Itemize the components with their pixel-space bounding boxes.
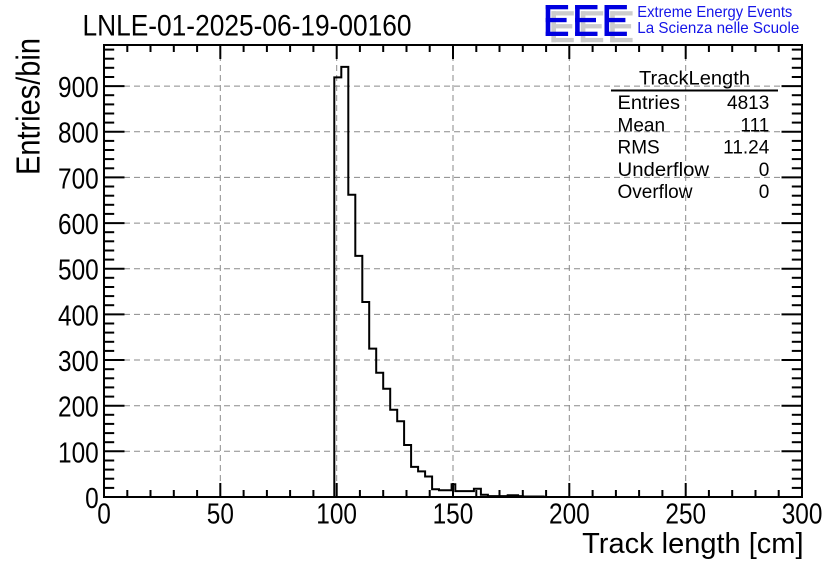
svg-text:0: 0 bbox=[759, 182, 770, 203]
svg-text:0: 0 bbox=[759, 160, 770, 181]
svg-text:50: 50 bbox=[207, 499, 234, 531]
svg-text:250: 250 bbox=[665, 499, 706, 531]
svg-text:TrackLength: TrackLength bbox=[639, 68, 750, 90]
svg-text:700: 700 bbox=[58, 163, 99, 195]
svg-text:0: 0 bbox=[97, 499, 111, 531]
svg-text:11.24: 11.24 bbox=[723, 138, 770, 159]
svg-text:Overflow: Overflow bbox=[618, 182, 693, 203]
svg-text:300: 300 bbox=[782, 499, 823, 531]
svg-text:400: 400 bbox=[58, 300, 99, 332]
svg-text:900: 900 bbox=[58, 72, 99, 104]
svg-text:100: 100 bbox=[316, 499, 357, 531]
svg-text:800: 800 bbox=[58, 118, 99, 150]
svg-text:600: 600 bbox=[58, 209, 99, 241]
svg-text:500: 500 bbox=[58, 255, 99, 287]
svg-text:200: 200 bbox=[58, 392, 99, 424]
svg-text:Track length [cm]: Track length [cm] bbox=[582, 528, 803, 560]
svg-text:111: 111 bbox=[740, 115, 769, 136]
svg-text:RMS: RMS bbox=[618, 138, 660, 159]
svg-text:100: 100 bbox=[58, 437, 99, 469]
svg-text:Underflow: Underflow bbox=[618, 160, 710, 181]
svg-text:La Scienza nelle Scuole: La Scienza nelle Scuole bbox=[637, 20, 799, 37]
svg-text:Entries/bin: Entries/bin bbox=[10, 38, 47, 175]
svg-text:LNLE-01-2025-06-19-00160: LNLE-01-2025-06-19-00160 bbox=[83, 10, 412, 43]
svg-text:4813: 4813 bbox=[727, 93, 769, 114]
svg-text:Extreme Energy Events: Extreme Energy Events bbox=[637, 4, 792, 21]
svg-text:150: 150 bbox=[433, 499, 474, 531]
svg-text:0: 0 bbox=[85, 483, 99, 515]
svg-text:Mean: Mean bbox=[618, 115, 666, 136]
svg-text:300: 300 bbox=[58, 346, 99, 378]
svg-text:Entries: Entries bbox=[618, 93, 681, 114]
svg-text:200: 200 bbox=[549, 499, 590, 531]
